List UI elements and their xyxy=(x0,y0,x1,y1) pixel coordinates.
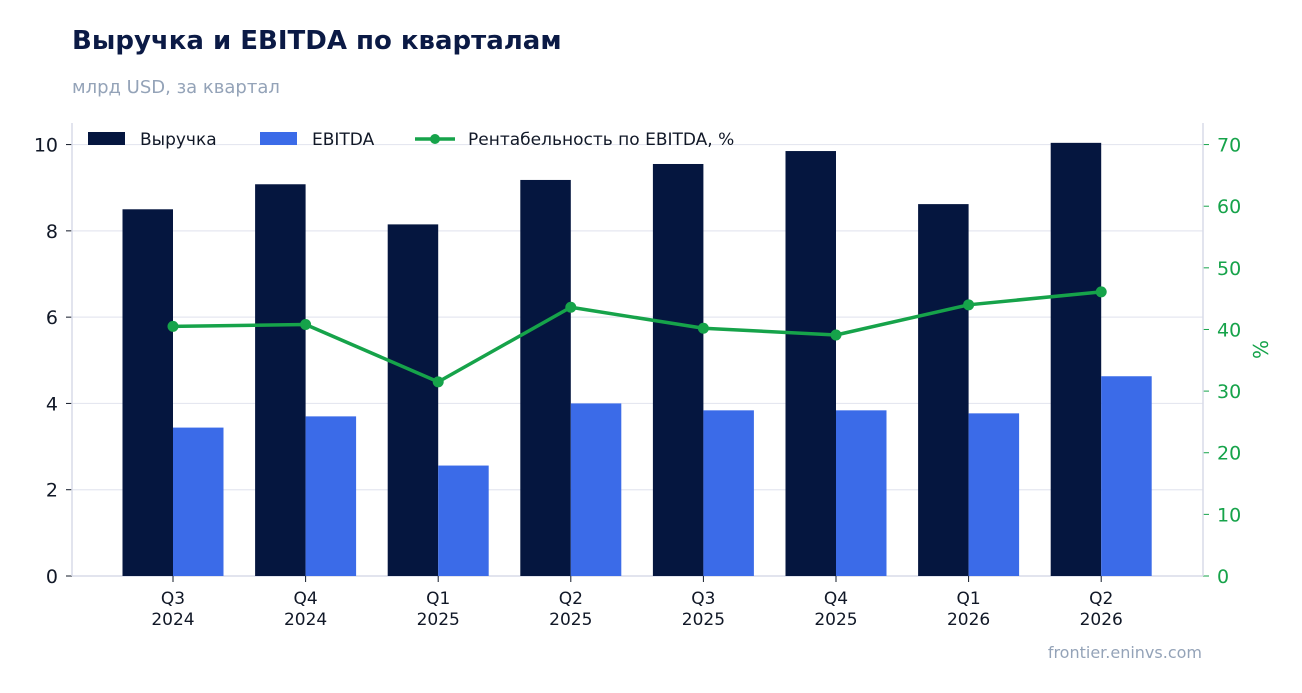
y2-tick-label: 20 xyxy=(1217,443,1241,465)
source-note: frontier.eninvs.com xyxy=(1047,643,1202,662)
y2-tick-label: 10 xyxy=(1217,504,1241,526)
margin-series-line xyxy=(172,290,1102,384)
y-tick-label: 6 xyxy=(46,307,58,329)
bar-revenue xyxy=(520,179,571,576)
y-tick-label: 2 xyxy=(46,480,58,502)
bar-revenue xyxy=(918,204,969,576)
y2-tick-label: 0 xyxy=(1217,566,1229,588)
y2-tick-label: 70 xyxy=(1217,135,1241,157)
bar-revenue xyxy=(1050,142,1102,577)
axes xyxy=(66,123,1209,582)
bar-ebitda xyxy=(703,410,754,576)
bar-revenue xyxy=(785,151,836,577)
y2-axis-label: % xyxy=(1249,340,1273,359)
legend-label-ebitda: EBITDA xyxy=(312,130,375,150)
bar-ebitda xyxy=(305,416,357,576)
bar-revenue xyxy=(387,224,439,576)
x-tick-label: Q3 2024 xyxy=(151,589,194,630)
chart-subtitle: млрд USD, за квартал xyxy=(72,77,280,98)
margin-line xyxy=(167,286,1107,388)
bar-revenue xyxy=(255,184,306,576)
legend-swatch-ebitda xyxy=(260,132,297,145)
bar-ebitda xyxy=(438,465,489,576)
legend-label-margin: Рентабельность по EBITDA, % xyxy=(468,130,734,150)
bar-ebitda xyxy=(836,410,887,576)
margin-point xyxy=(1095,286,1107,298)
legend-swatch-margin-marker xyxy=(430,134,440,144)
y2-tick-label: 50 xyxy=(1217,258,1241,280)
x-tick-label: Q1 2025 xyxy=(417,589,460,630)
y2-tick-label: 30 xyxy=(1217,381,1241,403)
legend: Выручка EBITDA Рентабельность по EBITDA, % xyxy=(88,130,734,150)
margin-point xyxy=(167,320,179,332)
y2-tick-label: 60 xyxy=(1217,196,1241,218)
legend-swatch-revenue xyxy=(88,132,125,145)
bar-revenue xyxy=(652,163,704,576)
margin-point xyxy=(300,319,312,331)
margin-point xyxy=(565,301,577,313)
chart-title: Выручка и EBITDA по кварталам xyxy=(72,26,562,56)
y2-tick-label: 40 xyxy=(1217,319,1241,341)
bar-ebitda xyxy=(1101,376,1152,576)
legend-label-revenue: Выручка xyxy=(140,130,217,150)
y-tick-label: 4 xyxy=(46,393,58,415)
margin-point xyxy=(432,376,444,388)
tick-labels: 0 2 4 6 8 10 0 10 20 30 40 50 60 70% Q3 2024 Q4 2024 Q1 202… xyxy=(34,135,1273,630)
y-tick-label: 10 xyxy=(34,135,58,157)
x-tick-label: Q2 2026 xyxy=(1080,589,1123,630)
bar-ebitda xyxy=(968,413,1020,576)
margin-point xyxy=(830,329,842,341)
x-tick-label: Q4 2024 xyxy=(284,589,327,630)
y-tick-label: 0 xyxy=(46,566,58,588)
x-tick-label: Q4 2025 xyxy=(814,589,857,630)
x-tick-label: Q3 2025 xyxy=(682,589,725,630)
x-tick-label: Q2 2025 xyxy=(549,589,592,630)
bars xyxy=(122,142,1152,577)
bar-ebitda xyxy=(570,403,622,576)
bar-ebitda xyxy=(173,427,224,576)
x-tick-label: Q1 2026 xyxy=(947,589,990,630)
margin-point xyxy=(697,322,709,334)
margin-point xyxy=(963,299,975,311)
y-tick-label: 8 xyxy=(46,221,58,243)
bar-revenue xyxy=(122,209,173,577)
